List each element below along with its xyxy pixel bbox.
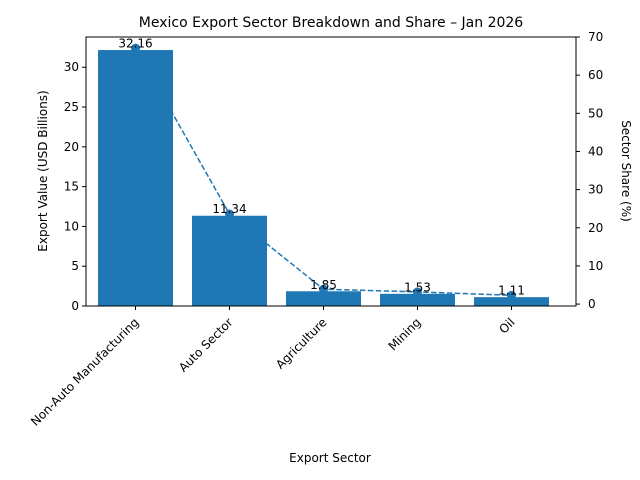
bar-0 <box>98 50 173 307</box>
y-tick-label-0: 0 <box>71 299 79 313</box>
y2-tick-label-2: 20 <box>588 221 603 235</box>
chart-title: Mexico Export Sector Breakdown and Share… <box>139 15 523 31</box>
y-tick-label-5: 25 <box>64 100 79 114</box>
x-tick-label-2: Agriculture <box>273 315 330 372</box>
data-label-3: 1.53 <box>404 280 431 294</box>
y-tick-label-6: 30 <box>64 60 79 74</box>
y-axis-label: Export Value (USD Billions) <box>36 90 50 251</box>
bar-series <box>98 50 549 307</box>
bar-2 <box>286 291 361 306</box>
share-line-series <box>131 43 516 300</box>
x-tick-label-4: Oil <box>496 315 517 336</box>
plot-frame <box>85 36 577 307</box>
y2-tick-label-3: 30 <box>588 183 603 197</box>
x-tick-label-1: Auto Sector <box>176 315 236 375</box>
share-point-0 <box>131 43 140 53</box>
y2-tick-label-6: 60 <box>588 68 603 82</box>
data-labels: 32.16 11.34 1.85 1.53 1.11 <box>118 37 525 298</box>
y2-tick-label-4: 40 <box>588 144 603 158</box>
y2-tick-label-0: 0 <box>588 297 596 311</box>
y2-tick-label-7: 70 <box>588 30 603 44</box>
right-y-axis: 0 10 20 30 40 50 60 70 <box>576 30 603 311</box>
y-tick-label-1: 5 <box>71 259 79 273</box>
bar-1 <box>192 215 267 306</box>
share-line <box>134 47 512 297</box>
y2-tick-label-5: 50 <box>588 106 603 120</box>
share-point-2 <box>319 284 328 294</box>
x-axis: Non-Auto Manufacturing Auto Sector Agricul… <box>28 306 518 429</box>
share-point-3 <box>413 287 422 297</box>
data-label-0: 32.16 <box>118 37 152 51</box>
y2-tick-label-1: 10 <box>588 259 603 273</box>
y-tick-label-3: 15 <box>64 180 79 194</box>
y-tick-label-2: 10 <box>64 219 79 233</box>
data-label-2: 1.85 <box>310 278 337 292</box>
data-label-4: 1.11 <box>498 284 525 298</box>
data-label-1: 11.34 <box>212 202 246 216</box>
x-tick-label-0: Non-Auto Manufacturing <box>28 315 142 429</box>
bar-4 <box>474 297 549 306</box>
share-point-4 <box>507 290 516 300</box>
share-point-1 <box>225 209 234 219</box>
left-y-axis: 0 5 10 15 20 25 30 <box>64 60 86 313</box>
x-tick-label-3: Mining <box>386 315 424 353</box>
x-axis-label: Export Sector <box>289 451 371 465</box>
bar-3 <box>380 293 455 306</box>
y2-axis-label: Sector Share (%) <box>619 120 633 222</box>
y-tick-label-4: 20 <box>64 140 79 154</box>
